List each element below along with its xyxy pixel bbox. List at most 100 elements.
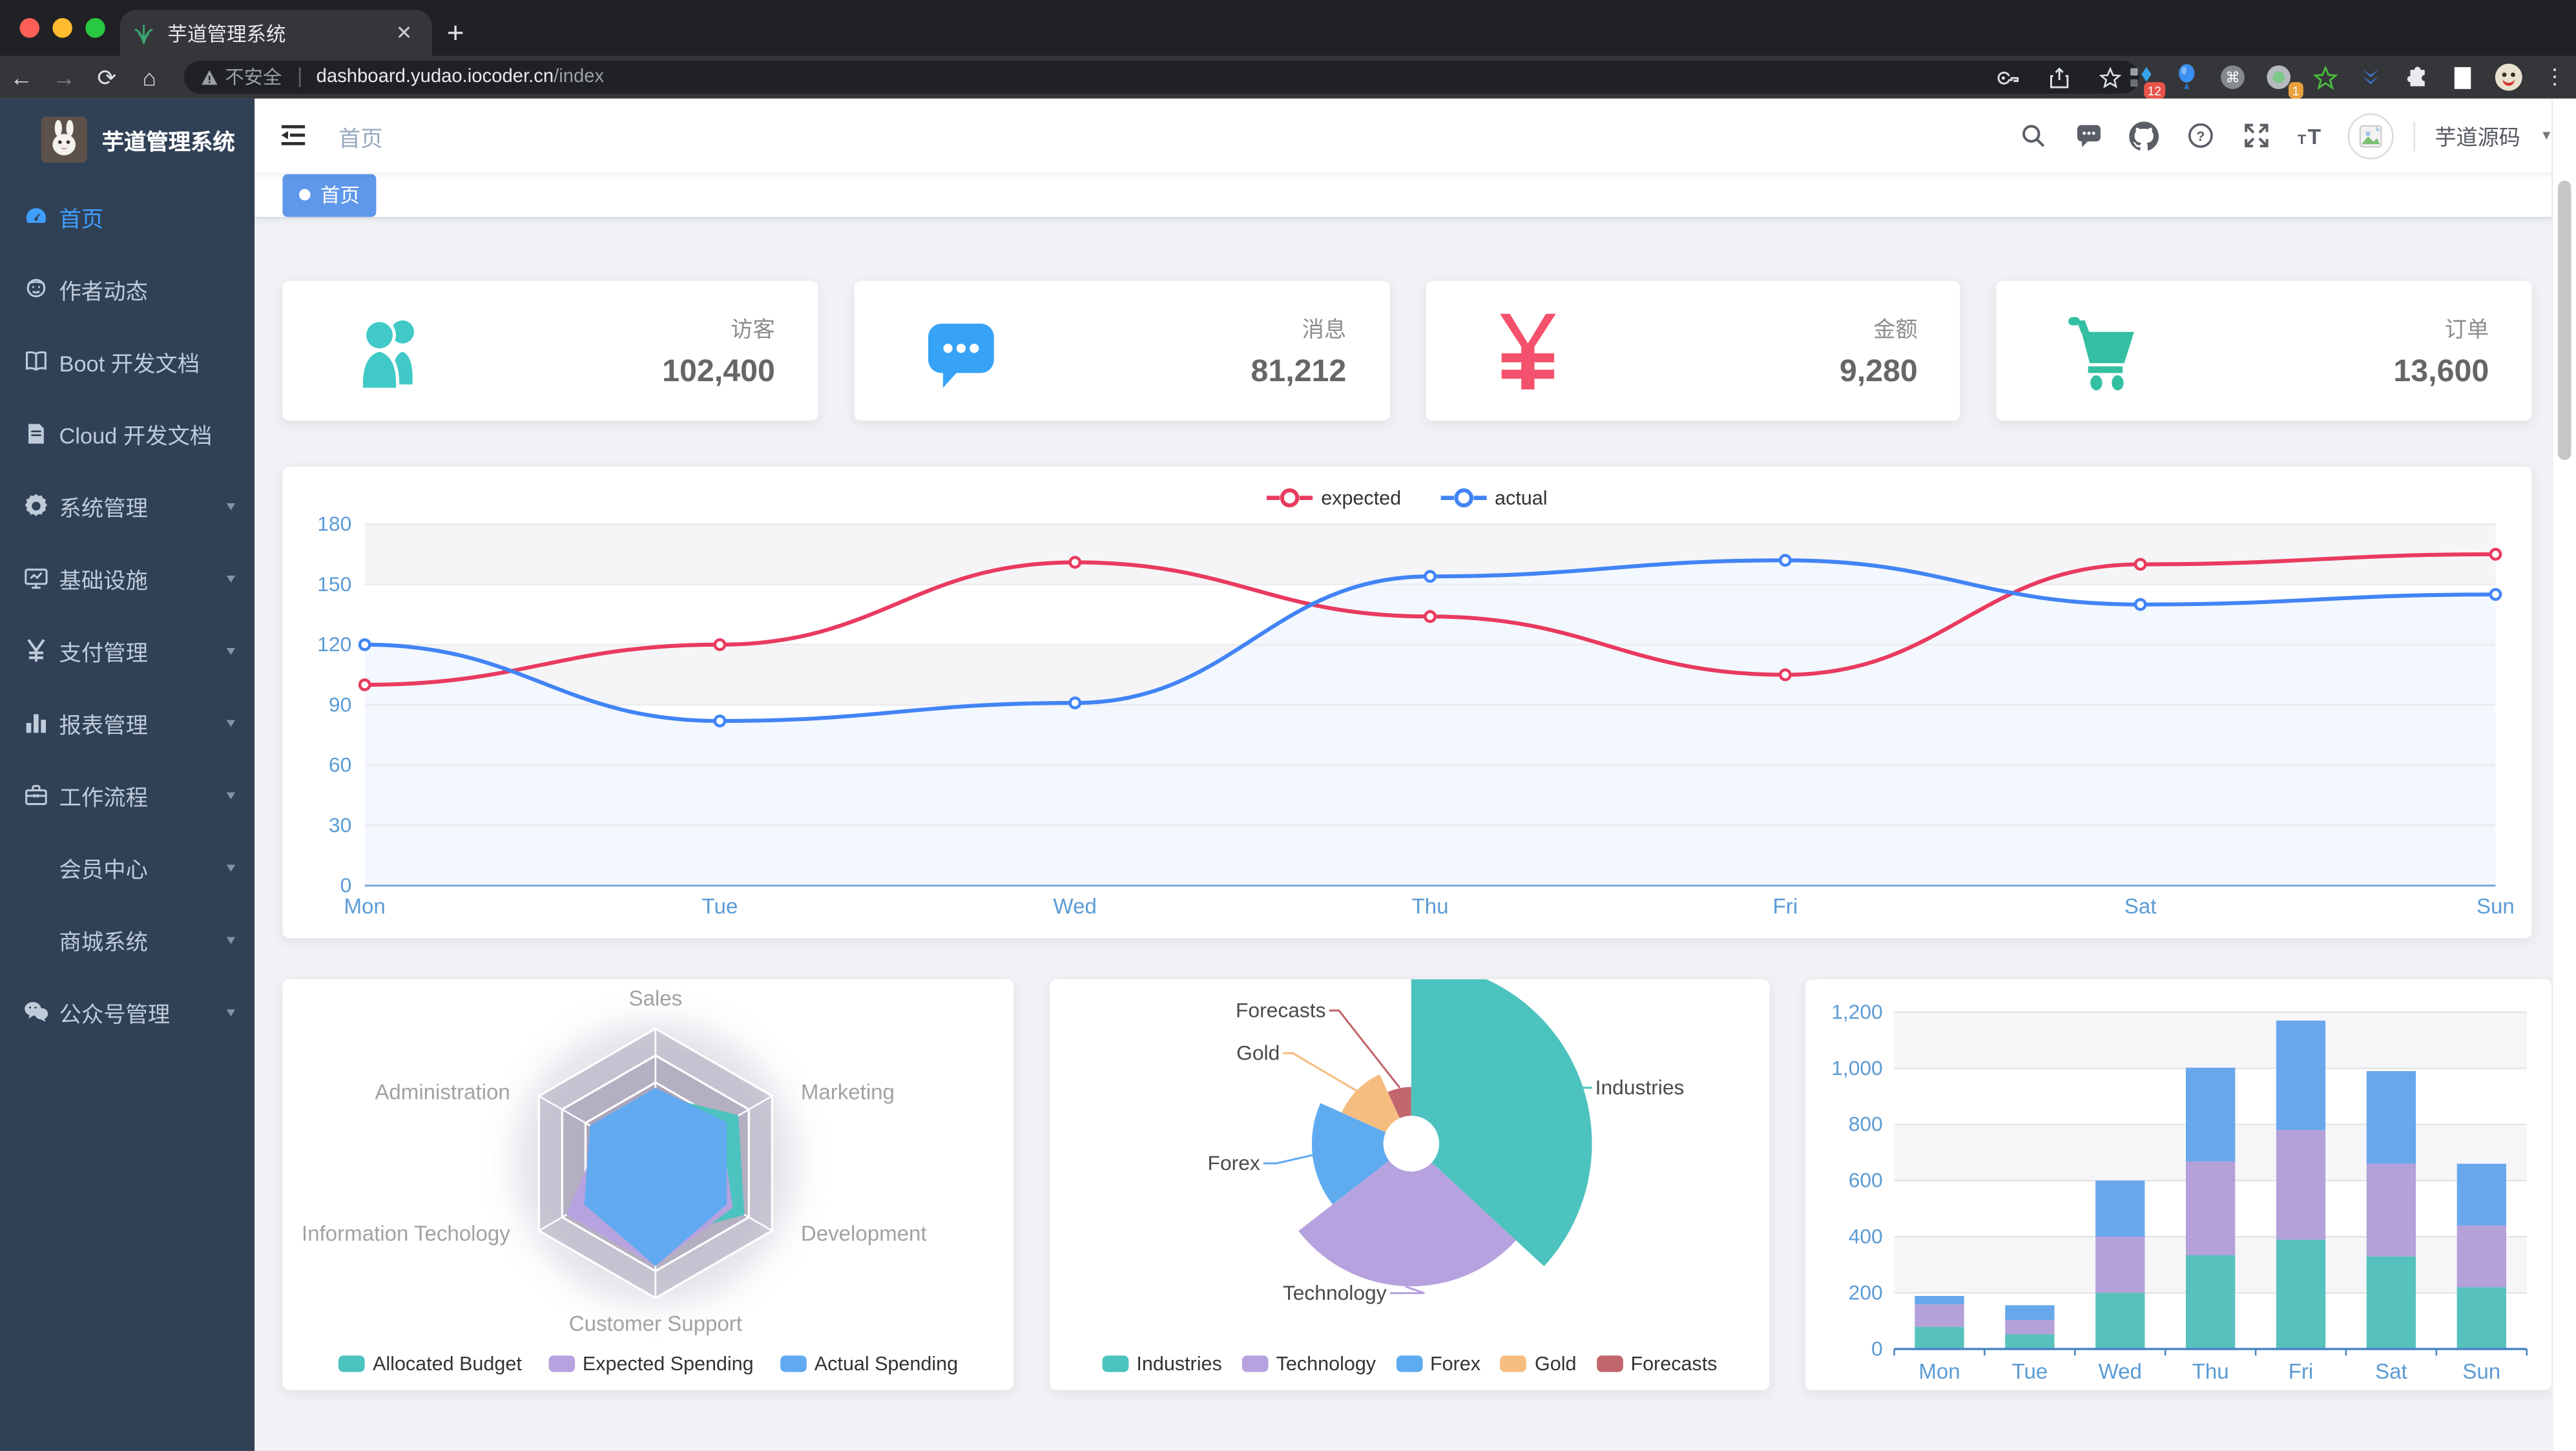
new-tab-button[interactable]: +: [446, 16, 464, 50]
legend-item-expected-spending[interactable]: Expected Spending: [548, 1352, 754, 1375]
sidebar-item-label: 公众号管理: [59, 1002, 171, 1027]
legend-label: Gold: [1535, 1352, 1577, 1375]
search-icon[interactable]: [2013, 116, 2052, 155]
sidebar-item-1[interactable]: 首页: [0, 181, 254, 253]
legend-item-forex[interactable]: Forex: [1395, 1352, 1480, 1375]
profile-avatar-icon[interactable]: [2494, 63, 2524, 92]
scrollbar-thumb[interactable]: [2558, 180, 2571, 461]
legend-item-actual-spending[interactable]: Actual Spending: [780, 1352, 958, 1375]
hamburger-icon[interactable]: [254, 120, 332, 151]
svg-text:Development: Development: [801, 1222, 927, 1246]
legend-item-gold[interactable]: Gold: [1500, 1352, 1577, 1375]
stat-card-1[interactable]: 访客 102,400: [282, 280, 818, 421]
radar-chart-legend[interactable]: Allocated Budget Expected Spending Actual …: [282, 1352, 1013, 1375]
svg-text:Customer Support: Customer Support: [569, 1312, 742, 1336]
bar-chart-card: 0 200 400 600 800 1,000 1,200 Mon Tue Wed Thu Fri Sa…: [1805, 979, 2551, 1390]
window-minimize-button[interactable]: [52, 17, 72, 38]
sidebar-item-9[interactable]: 工作流程 ▼: [0, 759, 254, 831]
stat-value: 13,600: [2393, 355, 2489, 390]
extension-profile-icon[interactable]: 1: [2264, 63, 2303, 99]
chevron-down-icon: ▼: [223, 933, 238, 946]
legend-item-technology[interactable]: Technology: [1241, 1352, 1376, 1375]
home-button[interactable]: ⌂: [142, 64, 157, 90]
sidebar-item-6[interactable]: 基础设施 ▼: [0, 542, 254, 614]
radar-chart-card: Sales Marketing Development Customer Suppor…: [282, 979, 1014, 1390]
extension-command-icon[interactable]: ⌘: [2218, 63, 2248, 92]
chevron-down-icon[interactable]: ▼: [2540, 128, 2553, 143]
browser-tab[interactable]: 芋道管理系统 ✕: [119, 10, 432, 56]
extension-grid-icon[interactable]: 12: [2126, 63, 2166, 99]
sidebar-item-8[interactable]: 报表管理 ▼: [0, 687, 254, 759]
url-path: /index: [554, 67, 605, 87]
window-controls[interactable]: [19, 17, 105, 38]
extension-vue-devtools-icon[interactable]: [2356, 63, 2385, 92]
legend-item-expected[interactable]: expected: [1267, 486, 1401, 509]
sidebar-item-label: 工作流程: [59, 785, 148, 810]
back-button[interactable]: ←: [10, 64, 33, 90]
sidebar-item-5[interactable]: 系统管理 ▼: [0, 470, 254, 542]
svg-text:T: T: [2308, 125, 2321, 149]
sidebar-item-12[interactable]: 公众号管理 ▼: [0, 976, 254, 1049]
legend-item-industries[interactable]: Industries: [1101, 1352, 1222, 1375]
legend-item-actual[interactable]: actual: [1440, 486, 1548, 509]
divider: [2413, 120, 2415, 151]
svg-text:1,000: 1,000: [1831, 1056, 1883, 1080]
extension-star-icon[interactable]: [2310, 63, 2340, 92]
stat-card-4[interactable]: 订单 13,600: [1996, 280, 2532, 421]
stat-card-3[interactable]: 金额 9,280: [1425, 280, 1960, 421]
sidebar: 芋道管理系统 首页 作者动态 Boot 开发文档 Cloud 开发文档 系统管理 ▼ 基础设…: [0, 98, 255, 1451]
sidebar-item-11[interactable]: 商城系统 ▼: [0, 904, 254, 976]
sidebar-item-4[interactable]: Cloud 开发文档: [0, 398, 254, 470]
share-icon[interactable]: [2047, 65, 2072, 89]
book-icon: [23, 348, 50, 375]
window-zoom-button[interactable]: [85, 17, 105, 38]
tab-title: 芋道管理系统: [167, 22, 286, 45]
passwords-key-icon[interactable]: [1996, 65, 2020, 89]
message-icon: [920, 309, 1002, 391]
svg-text:400: 400: [1849, 1225, 1883, 1248]
extensions-puzzle-icon[interactable]: [2402, 63, 2431, 92]
logo-rabbit-avatar: [41, 116, 87, 163]
legend-label: Allocated Budget: [373, 1352, 522, 1375]
github-icon[interactable]: [2124, 116, 2164, 155]
svg-text:30: 30: [329, 813, 351, 837]
bookmark-star-icon[interactable]: [2098, 65, 2123, 89]
security-status[interactable]: 不安全: [200, 64, 282, 90]
help-icon[interactable]: ?: [2180, 116, 2219, 155]
pie-chart-legend[interactable]: Industries Technology Forex Gold Forecasts: [1050, 1352, 1769, 1375]
svg-text:60: 60: [329, 753, 351, 777]
extensions-area: 12 ⌘ 1: [2126, 56, 2570, 99]
username[interactable]: 芋道源码: [2435, 125, 2520, 150]
sidebar-item-3[interactable]: Boot 开发文档: [0, 326, 254, 398]
line-chart-legend[interactable]: expected actual: [282, 486, 2531, 509]
breadcrumb[interactable]: 首页: [338, 125, 383, 151]
extension-balloon-icon[interactable]: [2172, 63, 2201, 92]
page-scrollbar[interactable]: [2551, 98, 2576, 1451]
reading-list-icon[interactable]: [2448, 63, 2478, 92]
legend-item-allocated-budget[interactable]: Allocated Budget: [338, 1352, 522, 1375]
forward-button[interactable]: →: [52, 64, 76, 90]
legend-item-forecasts[interactable]: Forecasts: [1596, 1352, 1717, 1375]
stat-card-2[interactable]: 消息 81,212: [853, 280, 1389, 421]
message-icon[interactable]: [2068, 116, 2108, 155]
window-close-button[interactable]: [19, 17, 40, 38]
tab-close-icon[interactable]: ✕: [395, 21, 413, 45]
fullscreen-icon[interactable]: [2236, 116, 2276, 155]
pie-chart-card: Industries Technology Forex Gold Forecasts I…: [1050, 979, 1770, 1390]
legend-swatch: [1395, 1355, 1422, 1372]
sidebar-item-label: 支付管理: [59, 640, 148, 666]
gear-icon: [23, 493, 50, 519]
sidebar-item-7[interactable]: 支付管理 ▼: [0, 614, 254, 687]
sidebar-item-2[interactable]: 作者动态: [0, 253, 254, 326]
legend-swatch: [1101, 1355, 1128, 1372]
user-avatar[interactable]: [2347, 112, 2394, 159]
reload-button[interactable]: ⟳: [97, 63, 117, 90]
sidebar-item-10[interactable]: 会员中心 ▼: [0, 831, 254, 904]
svg-text:Sat: Sat: [2124, 895, 2157, 919]
sidebar-logo[interactable]: 芋道管理系统: [0, 99, 254, 181]
svg-text:Gold: Gold: [1236, 1041, 1280, 1064]
tag-home[interactable]: 首页: [282, 173, 377, 216]
browser-menu-icon[interactable]: ⋮: [2544, 64, 2566, 89]
address-bar[interactable]: 不安全 dashboard.yudao.iocoder.cn /index: [183, 61, 2139, 94]
